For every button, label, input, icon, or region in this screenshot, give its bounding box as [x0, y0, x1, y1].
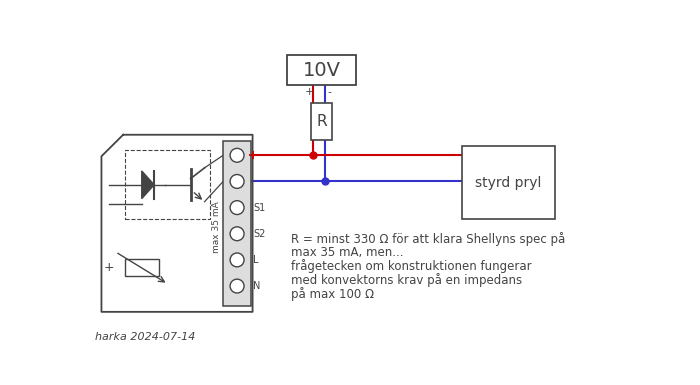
Text: +: + — [103, 261, 114, 275]
Circle shape — [230, 174, 244, 188]
Text: 10V: 10V — [302, 60, 341, 80]
Text: S2: S2 — [253, 229, 266, 239]
Bar — [311, 103, 332, 140]
Bar — [125, 259, 159, 276]
Bar — [125, 150, 210, 219]
Text: styrd pryl: styrd pryl — [475, 176, 542, 190]
Text: L: L — [253, 255, 259, 265]
Circle shape — [230, 253, 244, 267]
Polygon shape — [141, 171, 154, 199]
Circle shape — [230, 279, 244, 293]
Text: +: + — [305, 87, 314, 97]
Text: -: - — [328, 87, 332, 97]
Circle shape — [230, 148, 244, 162]
Text: N: N — [253, 281, 260, 291]
Text: max 35 mA, men...: max 35 mA, men... — [290, 246, 403, 259]
Text: R: R — [316, 114, 327, 129]
Circle shape — [230, 227, 244, 241]
Text: R = minst 330 Ω för att klara Shellyns spec på: R = minst 330 Ω för att klara Shellyns s… — [290, 232, 565, 246]
Text: harka 2024-07-14: harka 2024-07-14 — [95, 332, 195, 342]
Bar — [223, 141, 251, 306]
Bar — [462, 146, 555, 219]
Text: frågetecken om konstruktionen fungerar: frågetecken om konstruktionen fungerar — [290, 259, 531, 273]
Bar — [288, 55, 356, 85]
Text: max 35 mA: max 35 mA — [212, 201, 221, 253]
Circle shape — [230, 201, 244, 214]
Text: S1: S1 — [253, 203, 265, 213]
Text: med konvektorns krav på en impedans: med konvektorns krav på en impedans — [290, 273, 522, 287]
Text: på max 100 Ω: på max 100 Ω — [290, 287, 374, 301]
